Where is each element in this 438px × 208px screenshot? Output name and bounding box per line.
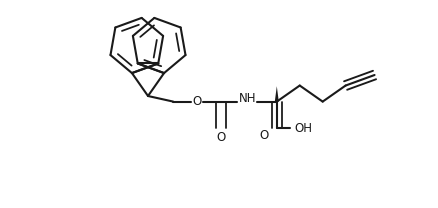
Polygon shape: [275, 86, 279, 102]
Text: O: O: [216, 131, 226, 144]
Text: O: O: [259, 129, 268, 142]
Text: OH: OH: [295, 122, 313, 135]
Text: NH: NH: [239, 92, 256, 105]
Text: O: O: [192, 95, 201, 108]
